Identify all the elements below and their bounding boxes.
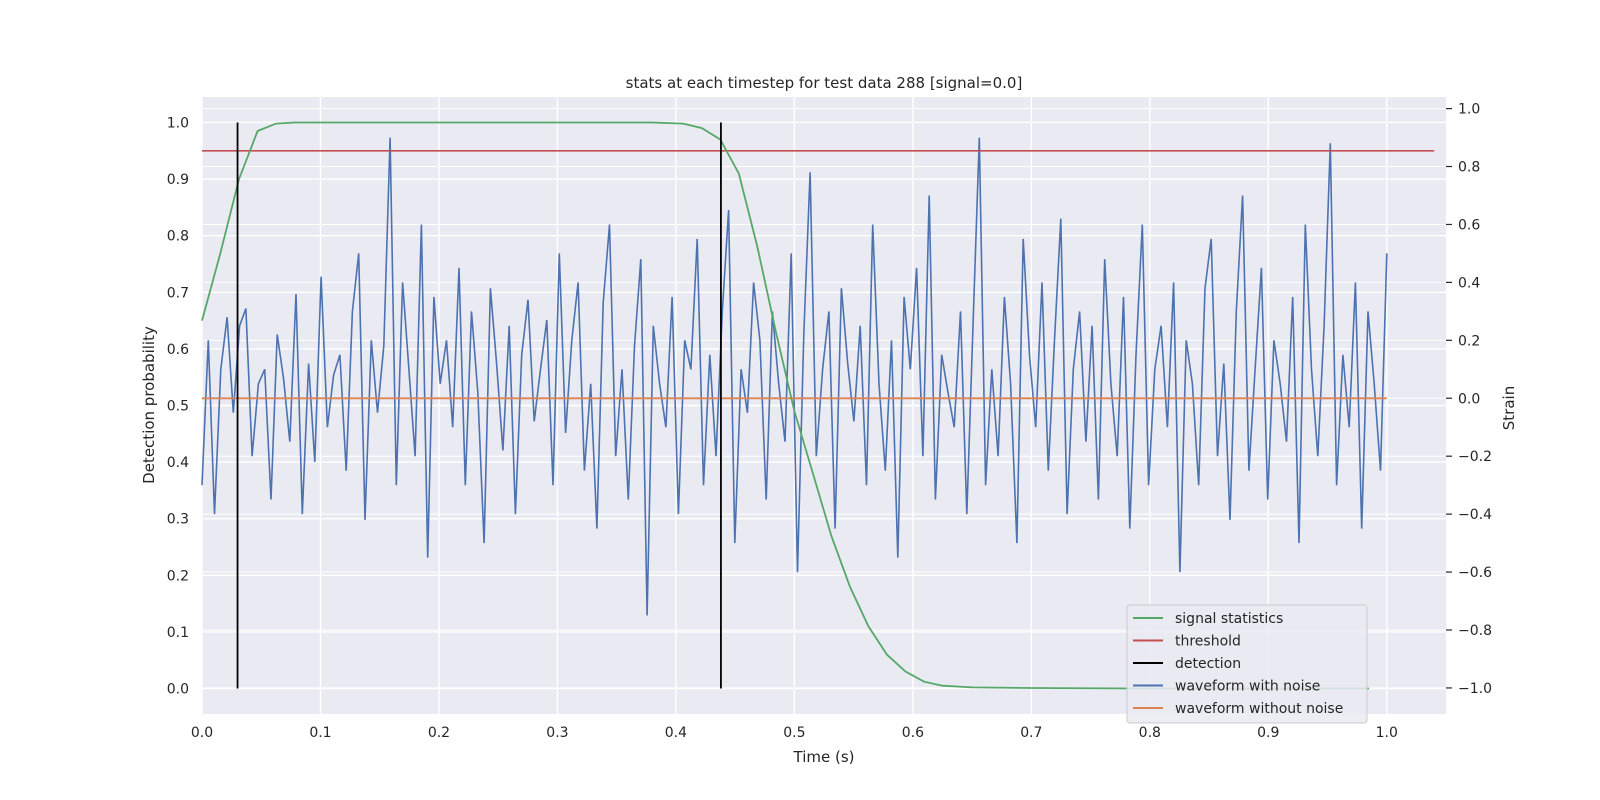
x-tick-label: 0.3 xyxy=(546,725,568,741)
y-tick-label: 0.4 xyxy=(167,455,189,471)
y-tick-label: 0.1 xyxy=(167,625,189,641)
legend: signal statistics threshold detection wavef… xyxy=(1126,604,1368,724)
right-axis-ticks: −1.0 −0.8 −0.6 −0.4 −0.2 0.0 0.2 0.4 0.6 0.8 1.0 xyxy=(1446,102,1492,697)
y-tick-label: 0.8 xyxy=(167,229,189,245)
legend-label: waveform without noise xyxy=(1175,701,1343,717)
y-tick-label: 0.3 xyxy=(167,512,189,528)
y2-tick-label: 0.2 xyxy=(1458,333,1480,349)
y-tick-label: 1.0 xyxy=(167,115,189,131)
series-layer xyxy=(201,121,1435,690)
legend-label: detection xyxy=(1175,656,1241,672)
x-tick-label: 0.6 xyxy=(902,725,924,741)
legend-label: waveform with noise xyxy=(1175,679,1320,695)
left-axis-ticks: 0.0 0.1 0.2 0.3 0.4 0.5 0.6 0.7 0.8 0.9 1.0 xyxy=(167,115,189,697)
x-tick-label: 0.9 xyxy=(1257,725,1279,741)
y2-tick-label: −0.4 xyxy=(1458,507,1492,523)
y-tick-label: 0.5 xyxy=(167,399,189,415)
x-tick-label: 0.7 xyxy=(1020,725,1042,741)
series-signal-statistics xyxy=(201,121,1369,690)
y-tick-label: 0.0 xyxy=(167,682,189,698)
y-axis-label: Detection probability xyxy=(140,326,158,484)
x-axis-label: Time (s) xyxy=(793,748,855,766)
x-axis-ticks: 0.0 0.1 0.2 0.3 0.4 0.5 0.6 0.7 0.8 0.9 1.0 xyxy=(191,725,1398,741)
y2-tick-label: −1.0 xyxy=(1458,681,1492,697)
x-tick-label: 0.2 xyxy=(428,725,450,741)
y-tick-label: 0.7 xyxy=(167,285,189,301)
x-tick-label: 0.5 xyxy=(783,725,805,741)
y2-tick-label: −0.8 xyxy=(1458,623,1492,639)
x-tick-label: 0.8 xyxy=(1139,725,1161,741)
y2-tick-label: −0.2 xyxy=(1458,449,1492,465)
y2-tick-label: 0.4 xyxy=(1458,275,1480,291)
y-tick-label: 0.9 xyxy=(167,172,189,188)
y2-tick-label: 0.8 xyxy=(1458,160,1480,176)
legend-box xyxy=(1126,604,1368,724)
x-tick-label: 0.1 xyxy=(309,725,331,741)
x-tick-label: 0.0 xyxy=(191,725,213,741)
y2-tick-label: 0.6 xyxy=(1458,217,1480,233)
legend-label: threshold xyxy=(1175,634,1241,650)
y-tick-label: 0.2 xyxy=(167,568,189,584)
grid xyxy=(201,97,1446,714)
legend-label: signal statistics xyxy=(1175,611,1283,627)
chart-title: stats at each timestep for test data 288… xyxy=(626,74,1023,92)
y2-tick-label: 0.0 xyxy=(1458,391,1480,407)
y2-tick-label: −0.6 xyxy=(1458,565,1492,581)
y2-axis-label: Strain xyxy=(1500,386,1518,430)
x-tick-label: 0.4 xyxy=(665,725,687,741)
x-tick-label: 1.0 xyxy=(1376,725,1398,741)
y2-tick-label: 1.0 xyxy=(1458,102,1480,118)
y-tick-label: 0.6 xyxy=(167,342,189,358)
